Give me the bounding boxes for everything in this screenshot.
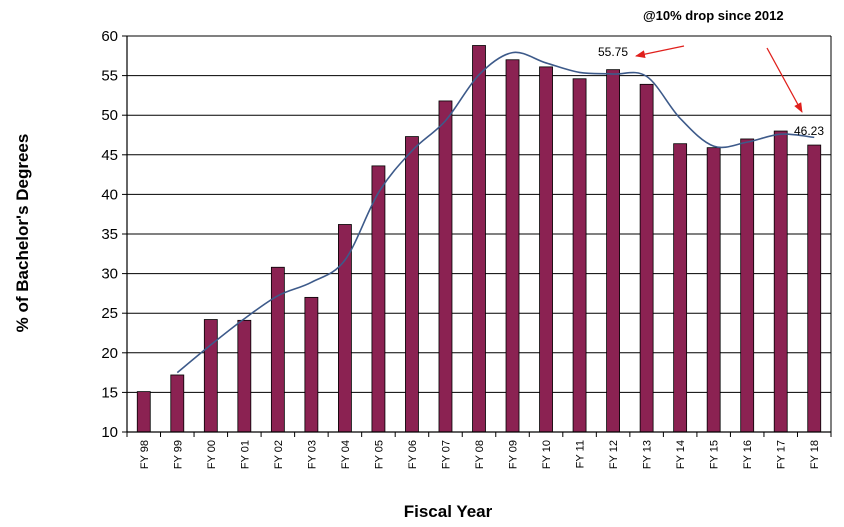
x-tick-label: FY 00 [206,440,218,469]
x-axis-title: Fiscal Year [404,502,493,521]
x-tick-label: FY 16 [742,440,754,469]
x-tick-label: FY 08 [474,440,486,469]
y-tick-label: 15 [101,384,118,401]
x-tick-labels: FY 98 FY 99 FY 00 FY 01 FY 02 FY 03 FY 04 FY 05… [126,432,832,469]
annotation-arrow-fy12 [635,45,685,59]
bar-fy-11 [572,78,587,433]
x-tick-label: FY 11 [575,440,587,468]
x-tick-label: FY 13 [642,440,654,469]
bar-fy-07 [438,100,453,433]
x-tick-label: FY 12 [608,440,620,469]
x-tick-label: FY 14 [675,440,687,469]
x-tick-label: FY 09 [508,440,520,469]
bar-fy-09 [505,59,520,433]
trend-line [176,51,815,374]
x-tick-label: FY 01 [239,440,251,469]
x-tick-label: FY 06 [407,440,419,469]
bar-series [136,45,822,433]
bar-fy-08 [472,45,486,433]
y-tick-label: 50 [101,107,118,124]
x-tick-label: FY 15 [709,440,721,469]
annotation-value-fy12: 55.75 [598,45,628,59]
x-tick-label: FY 99 [172,440,184,469]
x-tick-label: FY 17 [776,440,788,469]
x-tick-label: FY 10 [541,440,553,469]
y-tick-label: 10 [101,424,118,441]
bar-fy-01 [237,319,252,433]
bar-fy-05 [371,165,386,433]
y-axis-title: % of Bachelor's Degrees [13,134,32,333]
bar-fy-98 [136,391,151,433]
y-tick-labels: 10 15 20 25 30 35 40 45 50 55 60 [101,28,118,441]
x-tick-label: FY 07 [440,440,452,469]
bar-fy-02 [270,266,285,433]
bar-fy-15 [706,147,721,433]
annotation-drop-note: @10% drop since 2012 [643,8,784,23]
bar-fy-13 [639,83,654,433]
y-tick-label: 55 [101,68,118,85]
x-tick-label: FY 18 [809,440,821,469]
bar-fy-12 [606,69,620,433]
x-tick-label: FY 05 [373,440,385,469]
x-tick-label: FY 03 [306,440,318,469]
x-tick-label: FY 04 [340,440,352,469]
bar-fy-00 [203,319,218,433]
bar-fy-99 [170,374,185,433]
y-tick-label: 30 [101,266,118,283]
annotation-arrow-fy18 [766,47,803,113]
bar-fy-03 [304,296,319,433]
bar-fy-14 [673,143,688,433]
bar-fy-06 [405,136,419,433]
y-tick-label: 60 [101,28,118,45]
bar-fy-16 [740,138,755,433]
y-tick-label: 25 [101,305,118,322]
y-tick-label: 40 [101,186,118,203]
y-tick-label: 35 [101,226,118,243]
bar-fy-18 [807,144,822,433]
bar-fy-17 [773,130,788,433]
bar-fy-04 [338,224,352,433]
y-tick-label: 20 [101,345,118,362]
annotation-value-fy18: 46.23 [794,124,824,138]
axes [126,36,832,433]
x-tick-label: FY 02 [273,440,285,469]
y-tick-label: 45 [101,147,118,164]
x-tick-label: FY 98 [139,440,151,469]
bar-fy-10 [539,66,553,433]
